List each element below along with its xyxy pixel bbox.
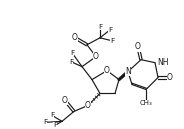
Text: O: O — [85, 101, 91, 110]
Text: N: N — [125, 67, 131, 76]
Text: F: F — [110, 38, 114, 44]
Text: F: F — [50, 112, 54, 118]
Text: F: F — [98, 24, 102, 30]
Text: F: F — [43, 119, 47, 125]
Text: O: O — [93, 52, 99, 61]
Text: CH₃: CH₃ — [140, 100, 152, 106]
Text: O: O — [72, 33, 78, 42]
Text: O: O — [104, 66, 110, 75]
Text: O: O — [167, 73, 173, 82]
Text: NH: NH — [157, 58, 169, 67]
Text: F: F — [69, 59, 73, 65]
Text: F: F — [53, 122, 57, 128]
Text: O: O — [62, 96, 68, 105]
Text: O: O — [135, 42, 141, 51]
Text: F: F — [70, 50, 74, 56]
Text: F: F — [108, 27, 112, 33]
